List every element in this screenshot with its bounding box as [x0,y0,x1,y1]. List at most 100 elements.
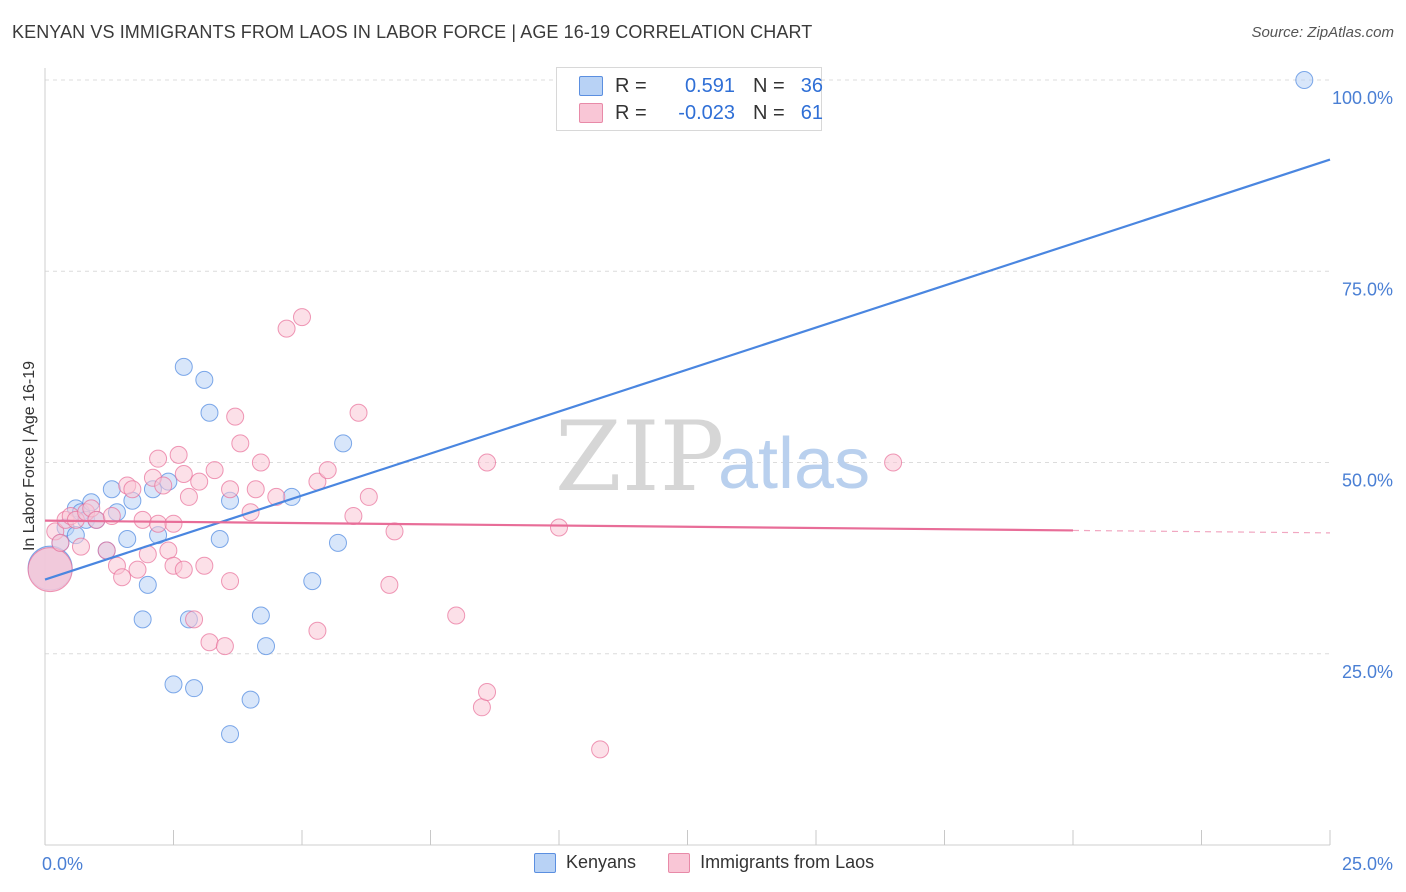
data-point [359,487,378,506]
data-point [169,445,188,464]
data-point [591,740,610,759]
data-point [550,518,568,537]
data-point [1295,71,1314,89]
data-point [195,370,214,389]
data-point [303,572,322,591]
data-point [215,637,234,656]
y-tick-label: 25.0% [1342,662,1393,682]
y-axis-label: In Labor Force | Age 16-19 [21,361,38,551]
data-point [51,533,70,552]
data-point [334,434,353,453]
watermark-zip: ZIP [555,401,724,513]
trend-line-extension [1072,529,1331,534]
data-point [128,560,147,579]
data-point [164,514,183,533]
data-point [185,610,204,629]
data-point [251,606,270,625]
data-point [210,530,229,548]
data-point [174,560,193,579]
data-point [349,403,368,422]
data-point [318,461,337,480]
legend-swatch-laos [579,103,603,123]
chart-title: KENYAN VS IMMIGRANTS FROM LAOS IN LABOR … [12,22,813,42]
data-point [174,357,193,376]
data-point [380,575,399,594]
series-legend: Kenyans Immigrants from Laos [534,852,906,873]
trend-line [44,158,1331,581]
series-label-kenyans: Kenyans [566,852,637,872]
stats-legend: R = 0.591 N = 36 R = -0.023 N = 61 [556,67,823,131]
source-label: Source: ZipAtlas.com [1251,24,1394,41]
data-point [179,487,198,506]
data-point [251,453,270,472]
data-point [27,547,73,593]
data-point [221,725,240,744]
data-point [478,683,497,701]
legend-n-value: 61 [800,101,823,124]
data-point [200,403,219,422]
legend-r-label: R = [615,74,647,97]
legend-r-value: 0.591 [684,74,735,97]
series-legend-laos[interactable]: Immigrants from Laos [668,852,874,873]
data-point [123,480,142,499]
data-point [221,480,240,499]
legend-swatch-kenyans [579,76,603,96]
data-point [164,675,183,694]
data-point [385,522,404,541]
data-point [71,537,90,556]
data-point [174,464,193,483]
data-point [87,510,106,529]
x-tick-marks [44,830,1331,845]
data-point [133,510,152,529]
y-tick-label: 50.0% [1342,471,1393,491]
data-point [190,472,209,491]
data-point [185,679,204,698]
grid-lines [45,79,1330,655]
data-point [200,633,219,652]
y-tick-label: 75.0% [1342,279,1393,299]
legend-n-label: N = [753,74,785,97]
data-point [257,637,276,656]
data-point [277,319,296,338]
data-point [221,572,240,591]
data-point [308,621,327,640]
data-point [149,449,168,468]
x-tick-label-max: 25.0% [1342,854,1393,874]
data-point [246,480,265,499]
data-point [328,533,347,552]
data-point [154,476,173,495]
legend-row-kenyans: R = 0.591 N = 36 [579,73,823,99]
series-swatch-laos [668,852,691,873]
legend-r-value: -0.023 [678,101,735,124]
data-point [138,575,157,594]
data-point [159,541,178,560]
data-point [241,690,260,709]
data-point [195,556,214,575]
series-swatch-kenyans [534,852,556,873]
data-point [118,530,137,548]
x-tick-label-min: 0.0% [42,854,83,874]
data-point [149,514,168,533]
data-point [133,610,152,629]
series-legend-kenyans[interactable]: Kenyans [534,852,636,873]
trend-line [44,519,1074,532]
y-tick-label: 100.0% [1332,88,1393,108]
trend-lines [44,158,1331,581]
legend-n-label: N = [753,101,785,124]
data-point [344,507,363,526]
series-label-laos: Immigrants from Laos [700,852,875,872]
watermark-atlas: atlas [718,424,870,504]
data-point [447,606,466,625]
data-point [205,461,224,480]
legend-n-value: 36 [800,74,823,97]
data-point [231,434,250,453]
data-point [102,480,121,499]
data-point [478,453,497,472]
y-tick-labels: 25.0% 50.0% 75.0% 100.0% [1332,88,1393,682]
data-point [884,453,903,472]
data-point [472,698,491,717]
legend-row-laos: R = -0.023 N = 61 [579,100,823,126]
data-point [226,407,245,426]
data-point [113,568,132,587]
